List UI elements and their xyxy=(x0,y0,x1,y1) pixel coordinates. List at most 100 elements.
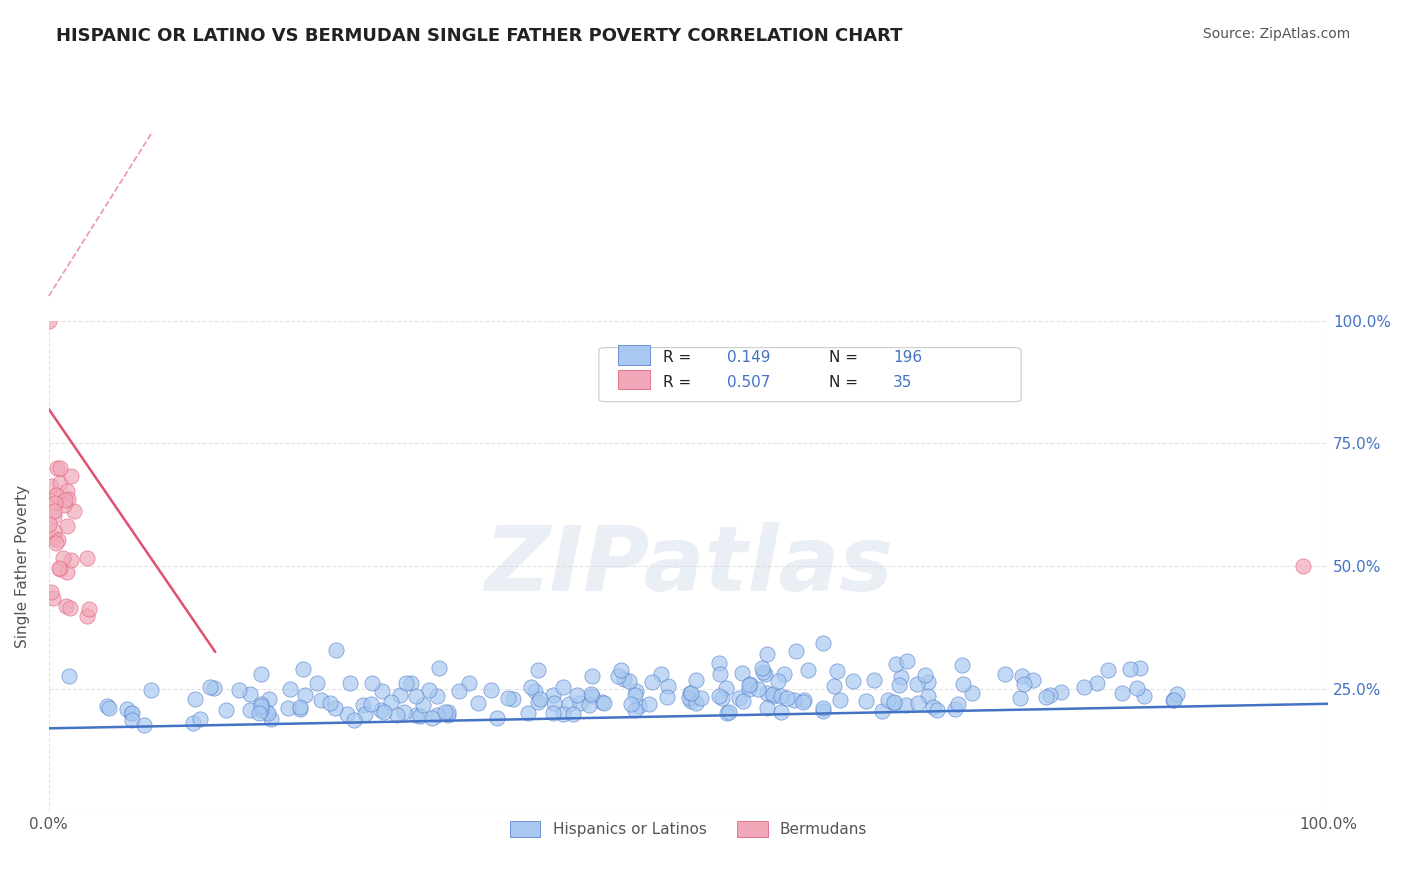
Text: HISPANIC OR LATINO VS BERMUDAN SINGLE FATHER POVERTY CORRELATION CHART: HISPANIC OR LATINO VS BERMUDAN SINGLE FA… xyxy=(56,27,903,45)
Point xyxy=(343,713,366,727)
Point xyxy=(626,684,648,698)
Point xyxy=(558,697,581,711)
Point xyxy=(657,690,679,705)
Point xyxy=(855,694,877,708)
Point xyxy=(825,665,848,679)
FancyBboxPatch shape xyxy=(599,348,1021,401)
Point xyxy=(709,689,731,703)
Point xyxy=(766,674,789,689)
Point xyxy=(717,705,740,719)
Point xyxy=(181,715,204,730)
Point xyxy=(120,706,142,721)
Point xyxy=(392,705,415,719)
Bar xyxy=(619,345,650,365)
Point xyxy=(685,673,707,687)
Point xyxy=(541,689,564,703)
Point xyxy=(1119,662,1142,676)
Point xyxy=(247,706,270,720)
Point xyxy=(46,533,69,548)
Point xyxy=(41,479,63,493)
Point xyxy=(184,692,207,706)
Text: Source: ZipAtlas.com: Source: ZipAtlas.com xyxy=(1202,27,1350,41)
Point xyxy=(925,703,948,717)
Point xyxy=(44,496,66,510)
Point xyxy=(678,690,700,705)
Point xyxy=(291,663,314,677)
Point xyxy=(1126,681,1149,695)
Point xyxy=(823,679,845,693)
Point xyxy=(727,691,749,706)
Point xyxy=(551,680,574,694)
Point xyxy=(79,601,101,615)
Point xyxy=(436,708,458,723)
Point xyxy=(561,707,583,722)
Point xyxy=(579,687,602,701)
Point xyxy=(627,699,650,714)
Point xyxy=(678,686,700,700)
Point xyxy=(447,684,470,698)
Point xyxy=(288,699,311,714)
Point xyxy=(1291,559,1313,574)
Point xyxy=(139,683,162,698)
Text: 35: 35 xyxy=(893,375,912,390)
Text: R =: R = xyxy=(662,375,696,390)
Point xyxy=(202,681,225,696)
Text: N =: N = xyxy=(830,350,863,365)
Point xyxy=(841,674,863,689)
Point xyxy=(59,601,82,615)
Point xyxy=(1097,663,1119,677)
Point xyxy=(762,687,785,701)
Point xyxy=(433,705,456,719)
Point xyxy=(962,686,984,700)
Point xyxy=(740,677,762,691)
Point xyxy=(56,491,79,506)
Point xyxy=(132,717,155,731)
Point xyxy=(290,702,312,716)
Point xyxy=(389,688,412,702)
Point xyxy=(657,679,679,693)
Point xyxy=(354,706,377,721)
Point xyxy=(42,508,65,523)
Point xyxy=(38,516,60,531)
Point xyxy=(830,692,852,706)
Point xyxy=(44,531,66,545)
Point xyxy=(325,642,347,657)
Point xyxy=(792,695,814,709)
Point xyxy=(813,704,835,718)
Point xyxy=(502,692,524,706)
Point xyxy=(56,518,79,533)
Point xyxy=(707,657,730,671)
Point xyxy=(76,550,98,565)
Point xyxy=(41,492,63,507)
Point xyxy=(420,711,443,725)
Legend: Hispanics or Latinos, Bermudans: Hispanics or Latinos, Bermudans xyxy=(503,815,873,844)
Point xyxy=(48,561,70,575)
Point xyxy=(49,460,72,475)
Point xyxy=(617,673,640,688)
Point xyxy=(731,694,754,708)
Point xyxy=(541,706,564,720)
Point xyxy=(52,551,75,566)
Point xyxy=(387,707,409,722)
Point xyxy=(609,663,631,677)
Point xyxy=(458,675,481,690)
Point xyxy=(527,695,550,709)
Point xyxy=(76,608,98,623)
Point xyxy=(917,689,939,703)
Point xyxy=(896,698,918,712)
Y-axis label: Single Father Poverty: Single Father Poverty xyxy=(15,484,30,648)
Point xyxy=(45,488,67,502)
Point xyxy=(425,689,447,703)
Point xyxy=(249,702,271,716)
Point xyxy=(1050,684,1073,698)
Point xyxy=(1073,680,1095,694)
Point xyxy=(121,713,143,727)
Point xyxy=(520,680,543,694)
Point xyxy=(1129,661,1152,675)
Point xyxy=(1133,689,1156,703)
Point xyxy=(1008,690,1031,705)
Point xyxy=(121,706,143,720)
Point xyxy=(437,705,460,719)
Point xyxy=(752,665,775,679)
Point xyxy=(53,493,76,508)
